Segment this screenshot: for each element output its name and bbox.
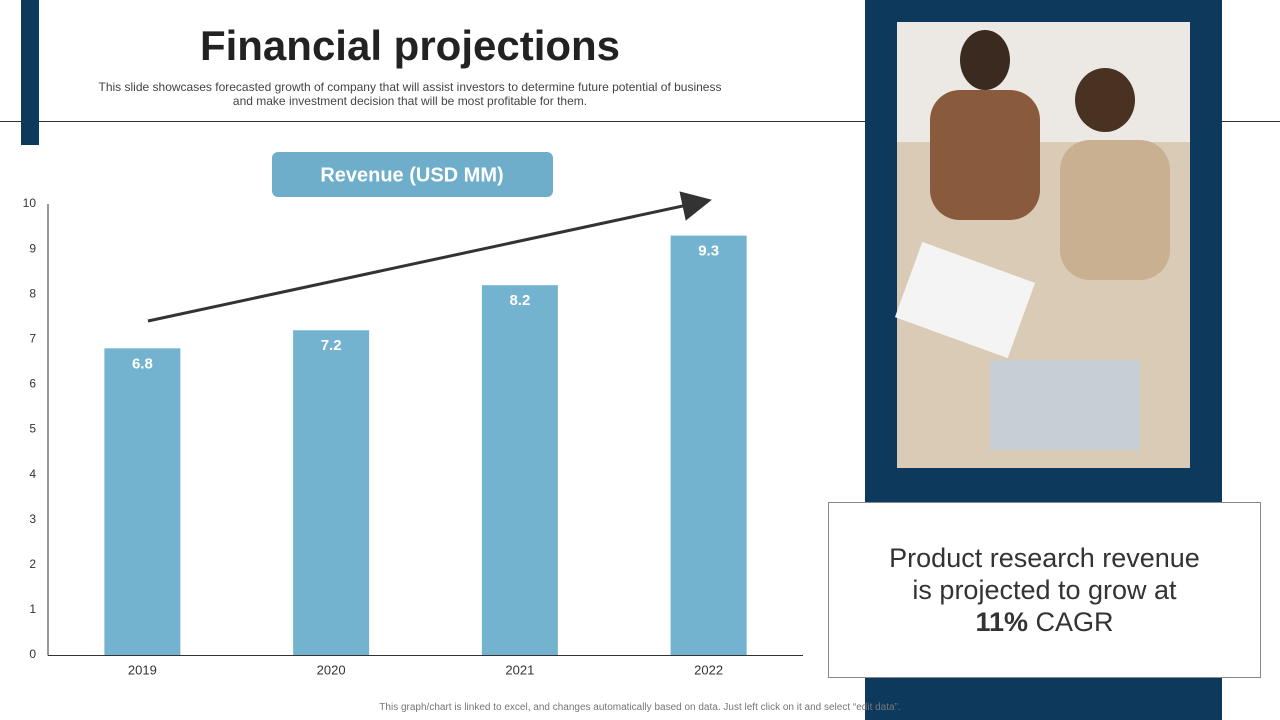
accent-bar <box>21 0 39 145</box>
chart-title: Revenue (USD MM) <box>320 164 503 186</box>
bar <box>481 285 558 655</box>
y-tick-label: 1 <box>29 602 36 616</box>
footnote: This graph/chart is linked to excel, and… <box>379 702 901 713</box>
slide-title: Financial projections <box>199 22 621 69</box>
x-tick-label: 2020 <box>317 662 346 677</box>
callout-box: Product research revenue is projected to… <box>828 502 1261 678</box>
data-label: 6.8 <box>132 355 153 372</box>
y-tick-label: 3 <box>29 512 36 526</box>
y-tick-label: 8 <box>29 286 36 300</box>
y-tick-label: 9 <box>29 241 36 255</box>
x-tick-label: 2022 <box>694 662 723 677</box>
y-tick-label: 6 <box>29 377 36 391</box>
bar <box>293 330 370 655</box>
y-tick-label: 4 <box>29 467 36 481</box>
slide-subtitle: This slide showcases forecasted growth o… <box>98 80 722 108</box>
data-label: 7.2 <box>321 337 342 354</box>
bar <box>670 235 747 655</box>
callout-suffix: CAGR <box>1035 607 1114 637</box>
chart-title-box <box>272 152 553 197</box>
data-label: 8.2 <box>509 292 530 309</box>
y-tick-label: 2 <box>29 557 36 571</box>
y-tick-label: 5 <box>29 422 36 436</box>
callout-body: Product research revenue is projected to… <box>889 543 1200 605</box>
photo <box>894 22 1190 468</box>
y-tick-label: 0 <box>29 647 36 661</box>
x-tick-label: 2019 <box>128 662 157 677</box>
x-tick-label: 2021 <box>505 662 534 677</box>
y-tick-label: 10 <box>23 196 37 210</box>
callout-text: Product research revenue is projected to… <box>880 542 1210 638</box>
callout-highlight: 11% <box>975 607 1029 637</box>
data-label: 9.3 <box>698 243 719 260</box>
bar <box>104 348 181 655</box>
trend-arrow <box>147 191 712 323</box>
y-tick-label: 7 <box>29 331 36 345</box>
